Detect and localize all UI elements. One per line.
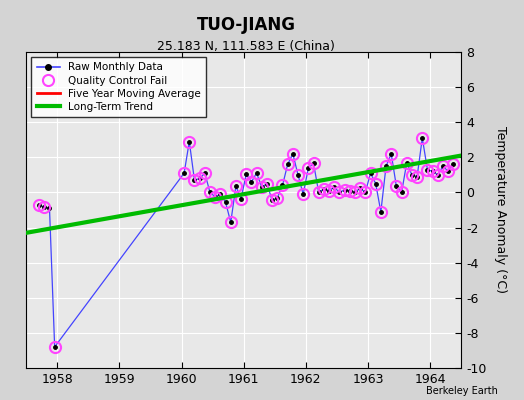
Text: TUO-JIANG: TUO-JIANG: [197, 16, 296, 34]
Text: Berkeley Earth: Berkeley Earth: [426, 386, 498, 396]
Legend: Raw Monthly Data, Quality Control Fail, Five Year Moving Average, Long-Term Tren: Raw Monthly Data, Quality Control Fail, …: [31, 57, 206, 117]
Y-axis label: Temperature Anomaly (°C): Temperature Anomaly (°C): [494, 126, 507, 294]
Text: 25.183 N, 111.583 E (China): 25.183 N, 111.583 E (China): [157, 40, 335, 53]
